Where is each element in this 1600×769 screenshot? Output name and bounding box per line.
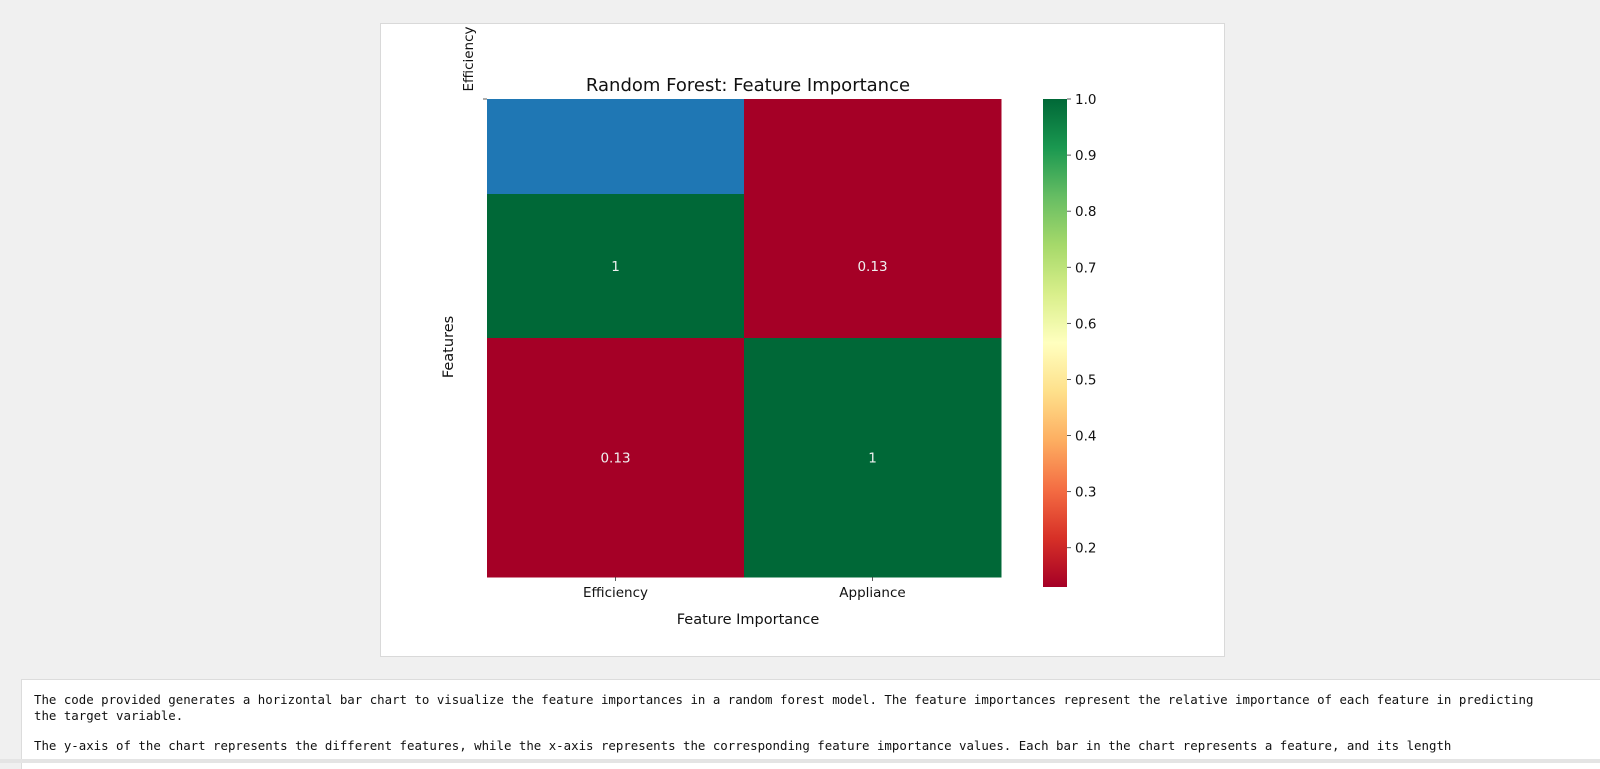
explanation-paragraph-2: The y-axis of the chart represents the d… bbox=[34, 738, 1452, 753]
heatmap-chart: Random Forest: Feature Importance 1 0.13 0… bbox=[441, 26, 1096, 628]
colorbar bbox=[1043, 99, 1067, 587]
heatmap-cell bbox=[744, 194, 1002, 339]
colorbar-tick-label: 0.2 bbox=[1075, 541, 1096, 557]
colorbar-tick-label: 0.4 bbox=[1075, 429, 1096, 445]
heatmap-cell bbox=[744, 99, 1002, 195]
colorbar-tick-label: 0.9 bbox=[1075, 148, 1096, 164]
cell-annotation: 1 bbox=[868, 451, 877, 467]
explanation-text-cell: The code provided generates a horizontal… bbox=[21, 679, 1600, 769]
colorbar-tick-label: 0.5 bbox=[1075, 372, 1096, 388]
cell-annotation: 1 bbox=[611, 259, 620, 275]
heatmap-cell bbox=[487, 338, 745, 578]
y-tick-label: Efficiency bbox=[461, 26, 477, 91]
cell-annotation: 0.13 bbox=[857, 259, 887, 275]
x-axis-label: Feature Importance bbox=[677, 612, 820, 628]
x-tick-label: Efficiency bbox=[583, 585, 648, 601]
colorbar-tick-label: 1.0 bbox=[1075, 92, 1096, 108]
colorbar-tick-label: 0.6 bbox=[1075, 316, 1096, 332]
x-tick-label: Appliance bbox=[839, 585, 905, 601]
x-axis: Efficiency Appliance bbox=[583, 577, 906, 601]
chart-title: Random Forest: Feature Importance bbox=[586, 75, 910, 96]
heatmap-cell bbox=[487, 99, 745, 195]
cell-annotation: 0.13 bbox=[600, 451, 630, 467]
figure-output: Random Forest: Feature Importance 1 0.13 0… bbox=[380, 23, 1225, 657]
cell-border bbox=[0, 759, 1600, 763]
y-axis: Efficiency bbox=[461, 26, 487, 100]
colorbar-tick-label: 0.3 bbox=[1075, 485, 1096, 501]
colorbar-ticks: 1.0 0.9 0.8 0.7 0.6 0.5 0.4 0.3 0.2 bbox=[1067, 92, 1096, 557]
cell-annotations: 1 0.13 0.13 1 bbox=[600, 259, 887, 467]
heatmap-cell bbox=[744, 338, 1002, 578]
heatmap-cells bbox=[487, 99, 1002, 578]
explanation-paragraph-1: The code provided generates a horizontal… bbox=[34, 692, 1534, 723]
y-axis-label: Features bbox=[441, 316, 457, 378]
heatmap-cell bbox=[487, 194, 745, 339]
colorbar-tick-label: 0.8 bbox=[1075, 204, 1096, 220]
colorbar-tick-label: 0.7 bbox=[1075, 260, 1096, 276]
